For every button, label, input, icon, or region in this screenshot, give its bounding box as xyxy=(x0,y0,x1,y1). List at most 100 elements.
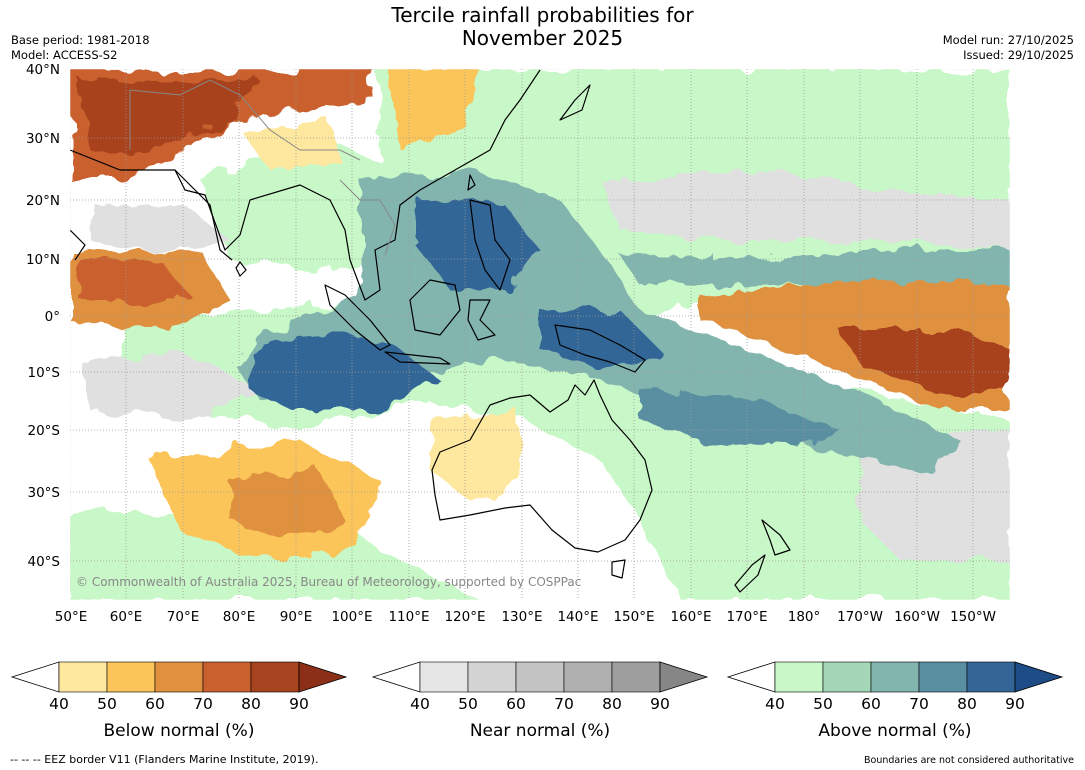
colorbar-tick-label: 70 xyxy=(554,695,574,713)
coast-philippines xyxy=(469,199,511,291)
lat-label: 10°N xyxy=(26,252,60,268)
below-core-arabian-sea xyxy=(80,260,185,305)
colorbar-tick-label: 50 xyxy=(458,695,478,713)
lon-label: 120°E xyxy=(444,609,485,625)
above-band-north-pacific xyxy=(620,250,1010,285)
near-region-arabian xyxy=(90,200,230,250)
colorbar-segment xyxy=(918,661,968,693)
above-core-indian-ocean xyxy=(250,330,440,410)
model-name: Model: ACCESS-S2 xyxy=(11,48,118,62)
lat-label: 10°S xyxy=(28,365,61,381)
colorbar-segment xyxy=(563,661,613,693)
above-core-png xyxy=(540,310,660,370)
below-region-west-australia xyxy=(430,410,520,500)
coast-australia xyxy=(431,379,653,553)
colorbar-tick-label: 60 xyxy=(145,695,165,713)
colorbar-extend-low xyxy=(726,661,776,693)
below-core-middle-east xyxy=(80,80,260,150)
colorbar-extend-high xyxy=(298,661,348,693)
lon-label: 160°W xyxy=(894,609,940,625)
below-region-south-asia xyxy=(240,120,340,170)
longitude-labels: 50°E 60°E 70°E 80°E 90°E 100°E 110°E 120… xyxy=(55,609,996,625)
coast-new-zealand-north xyxy=(761,519,791,556)
colorbar-segment xyxy=(419,661,469,693)
colorbar-segment xyxy=(822,661,872,693)
colorbar-segment xyxy=(774,661,824,693)
lon-label: 70°E xyxy=(167,609,199,625)
colorbar-tick-label: 80 xyxy=(957,695,977,713)
colorbar-tick-label: 60 xyxy=(506,695,526,713)
issued-date: Issued: 29/10/2025 xyxy=(963,48,1074,62)
coast-sri-lanka xyxy=(235,261,247,277)
coast-india xyxy=(174,169,233,261)
above-core-coral-sea xyxy=(640,390,840,450)
lon-label: 80°E xyxy=(223,609,255,625)
below-region-east-asia xyxy=(390,70,480,150)
latitude-labels: 40°N 30°N 20°N 10°N 0° 10°S 20°S 30°S 40… xyxy=(26,62,60,570)
lat-label: 30°S xyxy=(28,485,61,501)
colorbar-segment xyxy=(58,661,108,693)
base-period: Base period: 1981-2018 xyxy=(11,33,150,47)
colorbar-tick-label: 90 xyxy=(289,695,309,713)
colorbar-segment xyxy=(154,661,204,693)
copyright-notice: © Commonwealth of Australia 2025, Bureau… xyxy=(76,575,581,589)
lat-label: 40°S xyxy=(28,554,61,570)
map-frame xyxy=(69,68,1011,601)
title-line-2: November 2025 xyxy=(461,26,624,50)
colorbar-tick-label: 80 xyxy=(241,695,261,713)
colorbar-tick-label: 40 xyxy=(765,695,785,713)
country-borders xyxy=(129,79,396,256)
near-region-north-pacific xyxy=(600,170,1010,250)
lon-label: 170°E xyxy=(726,609,767,625)
coast-borneo xyxy=(409,279,461,336)
coast-japan xyxy=(559,84,591,121)
coast-sumatra xyxy=(324,284,391,351)
colorbar-segment xyxy=(611,661,661,693)
lon-label: 100°E xyxy=(331,609,372,625)
lon-label: 140°E xyxy=(557,609,598,625)
colorbar-extend-high xyxy=(659,661,709,693)
colorbar-tick-label: 40 xyxy=(49,695,69,713)
colorbar-extend-high xyxy=(1014,661,1064,693)
coast-sulawesi xyxy=(467,299,496,341)
colorbar-tick-label: 60 xyxy=(861,695,881,713)
model-run: Model run: 27/10/2025 xyxy=(942,33,1074,47)
lon-label: 150°E xyxy=(613,609,654,625)
lat-label: 40°N xyxy=(26,62,60,78)
colorbar-1: 40 50 60 70 80 90 Below normal (%) xyxy=(10,661,348,741)
above-region-north-asia xyxy=(200,140,400,270)
above-core-philippines xyxy=(420,200,540,290)
lon-label: 160°E xyxy=(670,609,711,625)
eez-border-note: -- -- -- EEZ border V11 (Flanders Marine… xyxy=(10,753,318,766)
map-panel: © Commonwealth of Australia 2025, Bureau… xyxy=(70,69,1010,600)
colorbar-tick-label: 50 xyxy=(813,695,833,713)
colorbar-segment xyxy=(202,661,252,693)
below-core-east-pacific xyxy=(840,330,1010,395)
colorbar-3: 40 50 60 70 80 90 Above normal (%) xyxy=(726,661,1064,741)
colorbar-tick-label: 70 xyxy=(909,695,929,713)
coast-taiwan xyxy=(467,174,476,191)
lon-label: 90°E xyxy=(280,609,312,625)
colorbar-tick-label: 80 xyxy=(602,695,622,713)
colorbar-segment xyxy=(870,661,920,693)
below-core-south-indian xyxy=(230,470,345,535)
colorbar-2: 40 50 60 70 80 90 Near normal (%) xyxy=(371,661,709,741)
colorbar-tick-label: 90 xyxy=(650,695,670,713)
coast-tasmania xyxy=(611,559,626,579)
boundaries-disclaimer: Boundaries are not considered authoritat… xyxy=(864,755,1074,766)
lat-label: 0° xyxy=(45,309,60,325)
coast-java xyxy=(384,351,451,365)
colorbar-segment xyxy=(966,661,1016,693)
colorbar-extend-low xyxy=(10,661,60,693)
colorbar-tick-label: 90 xyxy=(1005,695,1025,713)
colorbar-segment xyxy=(106,661,156,693)
lat-label: 30°N xyxy=(26,131,60,147)
colorbar-segment xyxy=(250,661,300,693)
colorbar-tick-label: 70 xyxy=(193,695,213,713)
lon-label: 170°W xyxy=(837,609,883,625)
colorbar-legends: 40 50 60 70 80 90 Below normal (%) 40 50 60 70 80 90… xyxy=(10,661,1064,741)
colorbar-tick-label: 50 xyxy=(97,695,117,713)
lat-label: 20°N xyxy=(26,193,60,209)
lon-label: 110°E xyxy=(388,609,429,625)
